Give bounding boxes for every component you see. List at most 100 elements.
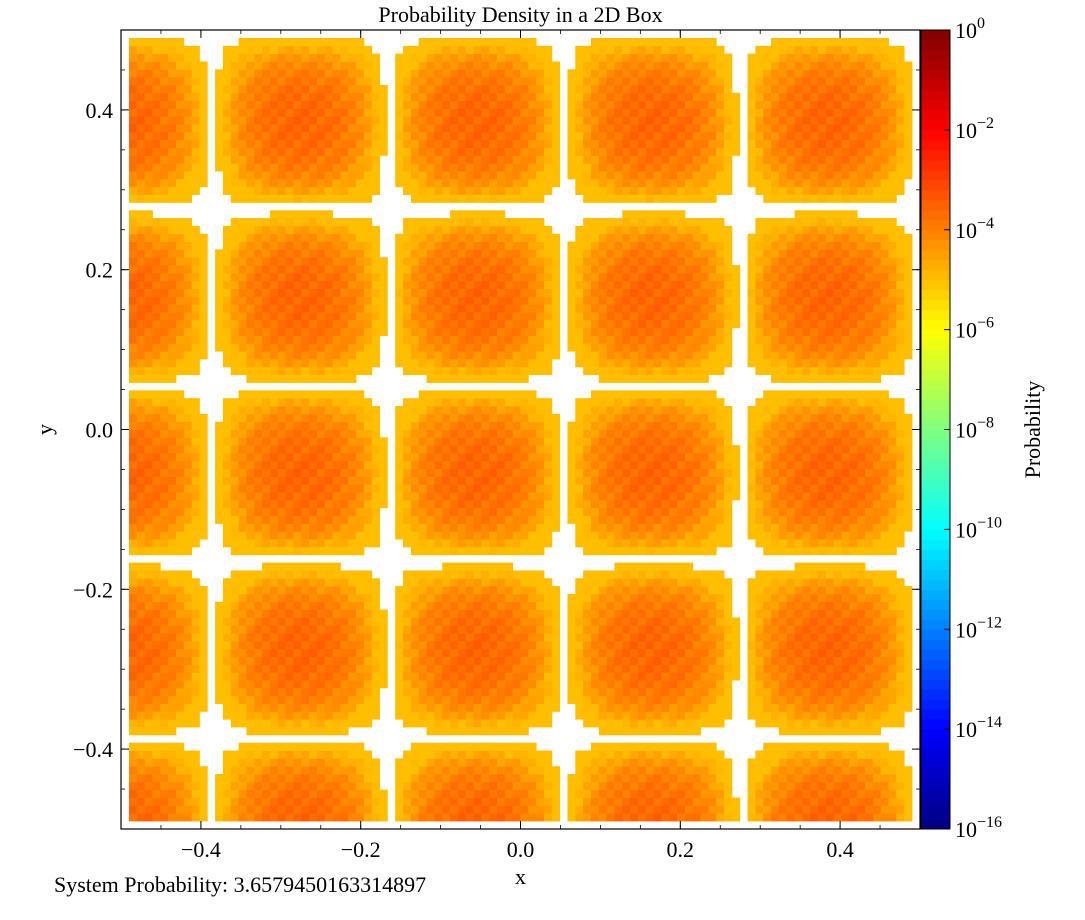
heatmap-cell bbox=[254, 225, 263, 235]
heatmap-cell bbox=[363, 186, 373, 195]
heatmap-cell bbox=[301, 178, 310, 188]
heatmap-cell bbox=[512, 92, 521, 102]
heatmap-cell bbox=[528, 100, 537, 109]
heatmap-cell bbox=[356, 178, 365, 188]
heatmap-cell bbox=[497, 640, 506, 650]
heatmap-cell bbox=[215, 139, 224, 149]
heatmap-cell bbox=[457, 194, 467, 203]
heatmap-cell bbox=[450, 742, 459, 751]
heatmap-cell bbox=[230, 163, 240, 172]
heatmap-cell bbox=[301, 429, 310, 438]
heatmap-cell bbox=[426, 304, 435, 313]
heatmap-cell bbox=[363, 719, 373, 728]
heatmap-cell bbox=[168, 515, 177, 524]
heatmap-cell bbox=[426, 625, 435, 634]
heatmap-cell bbox=[340, 813, 349, 822]
heatmap-cell bbox=[504, 601, 514, 610]
heatmap-cell bbox=[238, 499, 247, 509]
heatmap-cell bbox=[434, 186, 443, 195]
heatmap-cell bbox=[128, 194, 138, 203]
heatmap-cell bbox=[410, 664, 420, 673]
heatmap-cell bbox=[410, 77, 420, 86]
heatmap-cell bbox=[575, 476, 584, 485]
heatmap-cell bbox=[191, 703, 200, 712]
heatmap-cell bbox=[144, 468, 153, 477]
heatmap-cell bbox=[168, 359, 177, 368]
heatmap-cell bbox=[489, 633, 498, 642]
heatmap-cell bbox=[175, 797, 185, 806]
heatmap-cell bbox=[222, 797, 232, 806]
heatmap-cell bbox=[512, 343, 521, 352]
heatmap-cell bbox=[520, 750, 529, 759]
heatmap-cell bbox=[410, 499, 420, 509]
heatmap-cell bbox=[277, 484, 286, 493]
heatmap-cell bbox=[324, 288, 333, 297]
heatmap-cell bbox=[450, 437, 459, 446]
heatmap-cell bbox=[575, 163, 584, 172]
heatmap-cell bbox=[371, 304, 380, 313]
heatmap-cell bbox=[215, 163, 224, 172]
heatmap-cell bbox=[434, 648, 443, 657]
heatmap-cell bbox=[230, 452, 240, 462]
heatmap-cell bbox=[489, 727, 498, 736]
heatmap-cell bbox=[316, 77, 326, 86]
heatmap-cell bbox=[293, 413, 302, 423]
heatmap-cell bbox=[168, 813, 177, 822]
heatmap-cell bbox=[199, 280, 208, 289]
heatmap-cell bbox=[324, 562, 333, 571]
heatmap-cell bbox=[136, 280, 146, 289]
heatmap-cell bbox=[168, 664, 177, 673]
heatmap-cell bbox=[371, 69, 380, 78]
heatmap-cell bbox=[450, 648, 459, 657]
heatmap-cell bbox=[528, 53, 537, 62]
heatmap-cell bbox=[356, 531, 365, 540]
heatmap-cell bbox=[277, 687, 286, 697]
heatmap-cell bbox=[277, 210, 286, 219]
heatmap-cell bbox=[183, 452, 193, 462]
heatmap-cell bbox=[512, 366, 521, 376]
heatmap-cell bbox=[136, 327, 146, 336]
heatmap-cell bbox=[191, 609, 200, 618]
heatmap-cell bbox=[418, 437, 427, 446]
heatmap-cell bbox=[230, 280, 240, 289]
heatmap-cell bbox=[497, 69, 506, 78]
heatmap-cell bbox=[309, 406, 318, 415]
heatmap-cell bbox=[543, 711, 553, 720]
heatmap-cell bbox=[371, 484, 380, 493]
heatmap-cell bbox=[418, 640, 427, 650]
heatmap-cell bbox=[504, 703, 514, 712]
heatmap-cell bbox=[262, 233, 271, 242]
heatmap-cell bbox=[144, 351, 153, 360]
heatmap-cell bbox=[348, 460, 357, 470]
heatmap-cell bbox=[230, 570, 240, 579]
heatmap-cell bbox=[512, 711, 521, 720]
heatmap-cell bbox=[512, 45, 521, 55]
heatmap-cell bbox=[128, 758, 138, 767]
heatmap-cell bbox=[457, 570, 467, 579]
heatmap-cell bbox=[457, 648, 467, 657]
heatmap-cell bbox=[450, 406, 459, 415]
heatmap-cell bbox=[583, 249, 592, 258]
heatmap-cell bbox=[497, 327, 506, 336]
heatmap-cell bbox=[332, 304, 341, 313]
heatmap-cell bbox=[450, 656, 459, 665]
heatmap-cell bbox=[269, 272, 279, 282]
heatmap-cell bbox=[442, 351, 451, 360]
heatmap-cell bbox=[332, 664, 341, 673]
heatmap-cell bbox=[426, 178, 435, 188]
heatmap-cell bbox=[395, 319, 404, 329]
heatmap-cell bbox=[410, 672, 420, 681]
heatmap-cell bbox=[371, 84, 380, 94]
heatmap-cell bbox=[238, 523, 247, 532]
heatmap-cell bbox=[536, 233, 545, 242]
heatmap-cell bbox=[489, 225, 498, 235]
heatmap-cell bbox=[191, 257, 200, 266]
heatmap-cell bbox=[457, 241, 467, 250]
heatmap-cell bbox=[520, 335, 529, 344]
heatmap-cell bbox=[481, 531, 490, 540]
heatmap-cell bbox=[285, 69, 294, 78]
heatmap-cell bbox=[528, 789, 537, 798]
heatmap-cell bbox=[536, 359, 545, 368]
heatmap-cell bbox=[183, 703, 193, 712]
heatmap-cell bbox=[348, 351, 357, 360]
